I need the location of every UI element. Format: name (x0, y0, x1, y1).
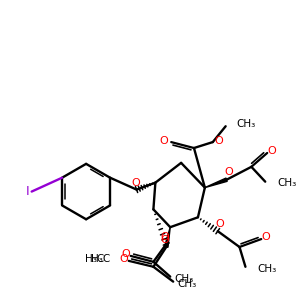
Text: CH₃: CH₃ (177, 279, 196, 289)
Text: H₃C: H₃C (91, 254, 110, 264)
Text: O: O (262, 232, 271, 242)
Text: O: O (214, 136, 223, 146)
Text: I: I (26, 185, 29, 198)
Polygon shape (165, 227, 170, 247)
Text: O: O (224, 167, 233, 177)
Text: O: O (160, 232, 169, 242)
Text: O: O (131, 178, 140, 188)
Text: CH₃: CH₃ (174, 274, 194, 284)
Text: O: O (215, 219, 224, 229)
Text: O: O (121, 249, 130, 259)
Polygon shape (205, 178, 227, 188)
Text: CH₃: CH₃ (277, 178, 296, 188)
Text: O: O (160, 235, 169, 245)
Text: CH₃: CH₃ (236, 119, 256, 129)
Text: O: O (119, 254, 128, 264)
Text: O: O (268, 146, 277, 156)
Text: H₃C: H₃C (85, 254, 104, 264)
Text: O: O (159, 136, 168, 146)
Text: CH₃: CH₃ (257, 264, 277, 274)
